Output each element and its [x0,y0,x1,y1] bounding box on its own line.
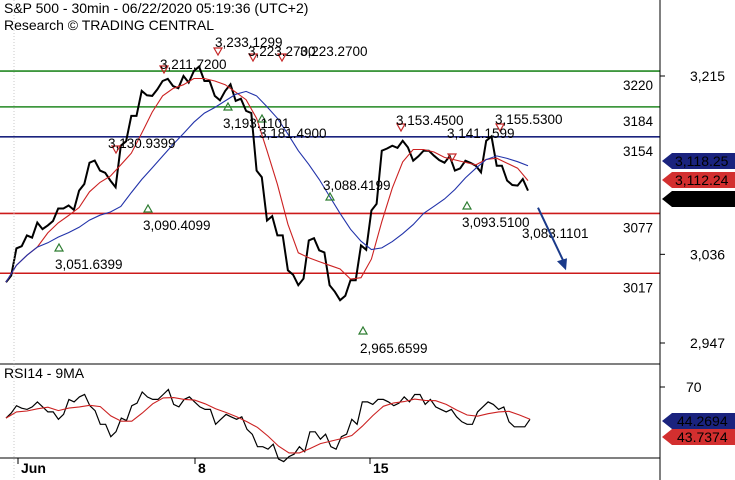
marker-down-0 [212,47,224,57]
forecast-arrow-shaft [537,207,565,263]
y-tick-label-3036: 3,036 [690,246,725,262]
marker-up-9 [324,191,336,201]
marker-down-13 [494,123,506,133]
marker-up-4 [222,101,234,111]
marker-up-10 [357,325,369,335]
annotation-label-15: 3,083.1101 [522,226,589,241]
rsi-line [5,388,531,463]
x-tick-label-15: 15 [373,460,389,476]
annotation-label-12: 3,141.1599 [447,126,515,141]
level-label-3154: 3154 [623,144,654,159]
marker-down-11 [395,123,407,133]
x-tick-label-Jun: Jun [21,460,46,476]
price-tag-blue [662,153,735,169]
rsi-ma-line [5,397,531,454]
level-label-3017: 3017 [623,280,653,295]
forecast-arrow-head [557,258,567,271]
annotation-label-1: 3,223.2700 [248,44,316,59]
price-tag-red [662,172,735,188]
ma-slow-line [5,90,529,283]
annotation-label-11: 3,153.4500 [396,113,464,128]
annotation-label-14: 3,093.5100 [462,215,530,230]
chart-subtitle: Research © TRADING CENTRAL [4,17,214,33]
annotation-label-9: 3,088.4199 [323,178,391,193]
marker-up-8 [53,242,65,252]
y-tick-label-3215: 3,215 [690,68,725,84]
marker-down-3 [158,65,170,75]
y-tick-label-2947: 2,947 [690,335,725,351]
price-tag-label-black: 3,097.74 [675,191,730,207]
price-tag-label-red: 3,112.24 [675,172,729,188]
marker-up-14 [461,200,473,210]
annotation-label-13: 3,155.5300 [495,112,563,127]
annotation-label-8: 3,051.6399 [55,257,123,272]
rsi-tag-label-red: 43.7374 [677,429,728,445]
rsi-tag-red [662,429,735,445]
marker-up-5 [256,113,268,123]
rsi-title: RSI14 - 9MA [4,365,85,381]
rsi-tick-label-70: 70 [686,379,702,395]
ma-fast-line [5,77,529,283]
annotation-label-3: 3,211.7200 [160,57,227,72]
chart-title: S&P 500 - 30min - 06/22/2020 05:19:36 (U… [4,0,309,16]
level-label-3184: 3184 [623,114,654,129]
annotation-label-10: 2,965.6599 [360,341,428,356]
marker-down-12 [446,153,458,163]
level-label-3220: 3220 [623,78,653,93]
x-tick-label-8: 8 [198,460,206,476]
marker-down-1 [247,53,259,63]
rsi-tag-blue [662,413,735,429]
annotation-label-5: 3,181.4900 [259,126,327,141]
marker-down-6 [110,145,122,155]
annotation-label-4: 3,193.1101 [223,116,290,131]
price-tag-black [662,191,735,207]
annotation-label-0: 3,233.1299 [215,35,283,50]
level-label-3077: 3077 [623,220,653,235]
marker-up-7 [142,203,154,213]
marker-down-2 [276,53,288,63]
annotation-label-6: 3,130.9399 [108,136,176,151]
annotation-label-2: 3,223.2700 [300,44,368,59]
price-tag-label-blue: 3,118.25 [675,153,729,169]
rsi-tag-label-blue: 44.2694 [677,413,728,429]
price-series-line [5,64,529,302]
annotation-label-7: 3,090.4099 [143,218,211,233]
